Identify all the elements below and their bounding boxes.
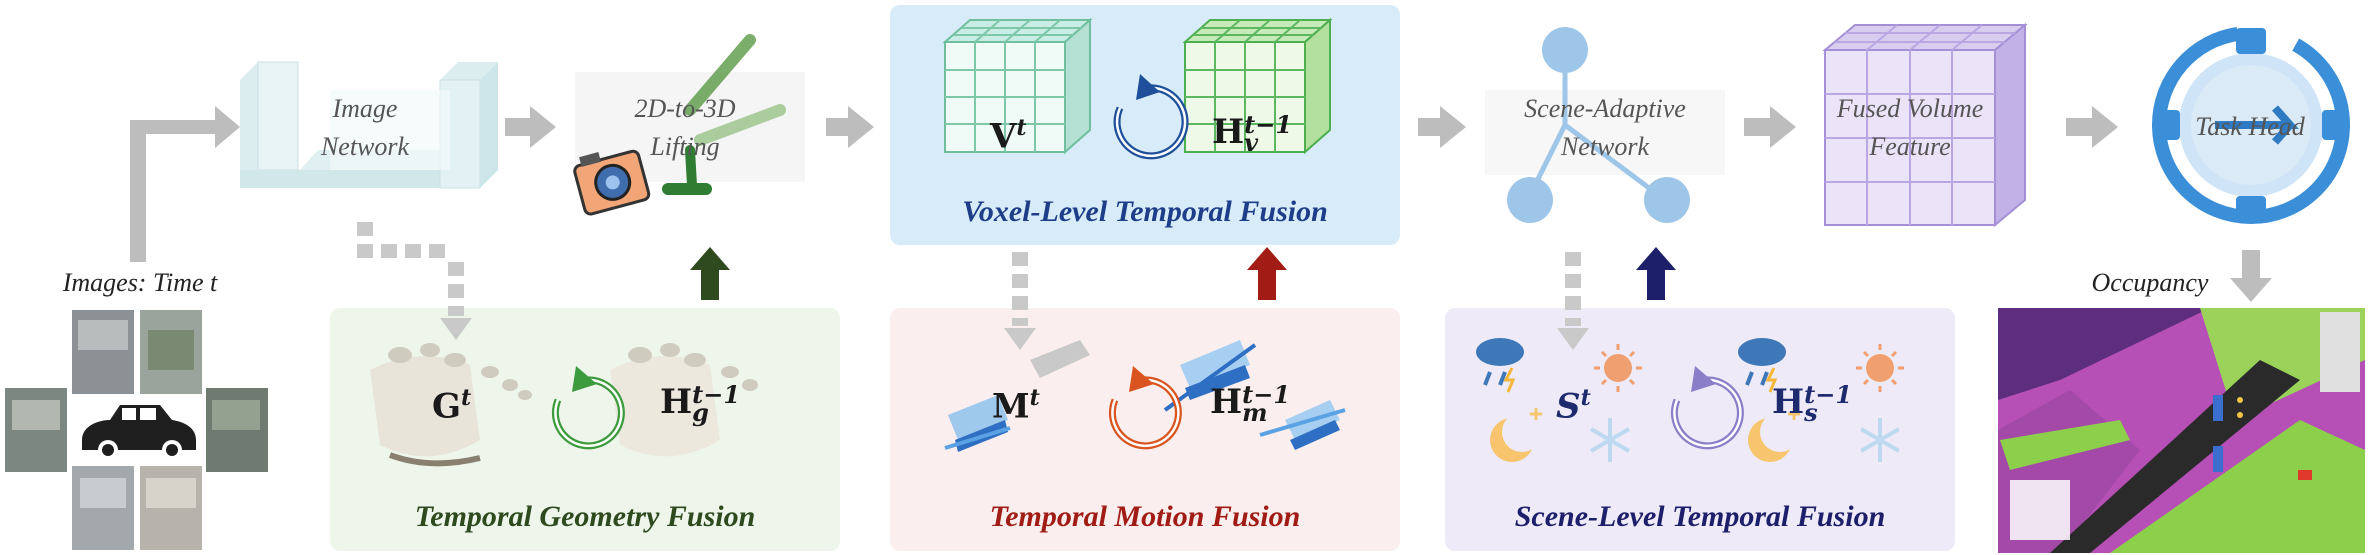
voxel-current-sup: t <box>1016 115 1027 141</box>
voxel-current-label: Vt <box>990 115 1027 156</box>
geometry-fusion-title: Temporal Geometry Fusion <box>414 500 756 533</box>
scene-history-symbol: H <box>1772 382 1805 422</box>
input-camera-views <box>5 310 268 550</box>
moon-icon-2 <box>1748 408 1800 462</box>
geometry-history-sub: g <box>692 398 709 427</box>
fused-volume-line2: Feature <box>1869 132 1951 161</box>
arrow-scene-fused <box>1744 106 1796 148</box>
geometry-recycle-icon <box>551 366 625 450</box>
motion-up-arrow <box>1247 247 1287 300</box>
geometry-point-cloud-current <box>370 343 532 467</box>
motion-history-label: H t−1 m <box>1210 380 1291 427</box>
motion-history-sup: t−1 <box>1242 380 1291 409</box>
storm-cloud-icon-2 <box>1738 338 1786 393</box>
storm-cloud-icon-1 <box>1476 338 1524 393</box>
motion-recycle-icon <box>1108 366 1182 450</box>
fused-volume-label: Fused Volume Feature <box>1815 90 2005 166</box>
geometry-history-label: H t−1 g <box>660 380 741 427</box>
motion-history-symbol: H <box>1210 382 1243 422</box>
geometry-up-arrow <box>690 247 730 300</box>
scene-current-symbol: S <box>1556 386 1581 427</box>
voxel-fusion-title: Voxel-Level Temporal Fusion <box>962 195 1328 228</box>
lifting-label: 2D-to-3D Lifting <box>600 90 770 166</box>
image-network-label: Image Network <box>290 90 440 166</box>
voxel-history-label: H t−1 v <box>1212 110 1293 157</box>
voxel-recycle-icon <box>1113 74 1189 160</box>
voxel-history-symbol: H <box>1212 112 1245 152</box>
scene-history-label: H t−1 s <box>1772 380 1853 427</box>
geometry-current-sup: t <box>461 385 472 411</box>
fused-volume-graphic <box>1822 22 2028 228</box>
scene-history-sup: t−1 <box>1804 380 1853 409</box>
arrow-voxel-scene <box>1418 106 1466 148</box>
scene-adaptive-label: Scene-Adaptive Network <box>1495 90 1715 166</box>
geometry-current-symbol: G <box>432 386 462 427</box>
occupancy-map <box>1998 308 2365 553</box>
voxel-cube-current <box>942 17 1093 155</box>
scene-up-arrow <box>1636 247 1676 300</box>
car-icon <box>82 405 196 460</box>
image-network-graphic <box>240 61 498 189</box>
scene-history-sub: s <box>1804 398 1818 427</box>
geometry-point-cloud-history <box>610 343 758 457</box>
scene-current-label: St <box>1556 385 1591 426</box>
lifting-graphic <box>573 34 805 216</box>
image-network-line1: Image <box>332 94 398 123</box>
voxel-history-sup: t−1 <box>1244 110 1293 139</box>
image-network-line2: Network <box>320 132 410 161</box>
scene-current-sup: t <box>1580 385 1591 411</box>
arrow-fused-taskhead <box>2066 106 2118 148</box>
arrow-taskhead-occupancy <box>2230 250 2272 302</box>
scene-adaptive-graphic <box>1485 27 1725 223</box>
geometry-history-sup: t−1 <box>692 380 741 409</box>
scene-fusion-title: Scene-Level Temporal Fusion <box>1514 500 1886 533</box>
fused-volume-line1: Fused Volume <box>1836 94 1984 123</box>
task-head-gear-icon <box>2152 26 2350 224</box>
sun-icon-1 <box>1594 344 1642 392</box>
motion-current-symbol: M <box>992 386 1030 427</box>
lifting-line1: 2D-to-3D <box>634 94 736 123</box>
motion-fusion-title: Temporal Motion Fusion <box>989 500 1301 533</box>
motion-current-sup: t <box>1029 385 1040 411</box>
voxel-cube-history <box>1182 17 1333 155</box>
motion-current-label: Mt <box>992 385 1040 426</box>
scene-adaptive-line2: Network <box>1560 132 1650 161</box>
motion-history-sub: m <box>1242 398 1268 427</box>
snowflake-icon-1 <box>1589 418 1631 462</box>
arrow-lift-voxel <box>826 106 874 148</box>
voxel-current-symbol: V <box>990 116 1017 157</box>
sun-icon-2 <box>1856 344 1904 392</box>
lifting-line2: Lifting <box>650 132 720 161</box>
images-time-label: Images: Time t <box>62 268 218 297</box>
dashed-arrows <box>357 222 1589 350</box>
task-head-label: Task Head <box>2195 112 2305 141</box>
geometry-history-symbol: H <box>660 382 693 422</box>
weather-icons <box>1476 338 1904 462</box>
motion-objects <box>944 340 1346 452</box>
snowflake-icon-2 <box>1859 418 1901 462</box>
scene-adaptive-line1: Scene-Adaptive <box>1524 94 1686 123</box>
input-arrow <box>130 106 240 262</box>
flow-arrows <box>130 106 2272 302</box>
moon-icon-1 <box>1490 408 1542 462</box>
voxel-history-sub: v <box>1244 128 1259 157</box>
occupancy-label: Occupancy <box>2091 268 2209 297</box>
scene-recycle-icon <box>1670 366 1744 450</box>
arrow-imgnet-lift <box>505 106 556 148</box>
geometry-current-label: Gt <box>432 385 471 426</box>
camera-icon <box>573 149 651 216</box>
